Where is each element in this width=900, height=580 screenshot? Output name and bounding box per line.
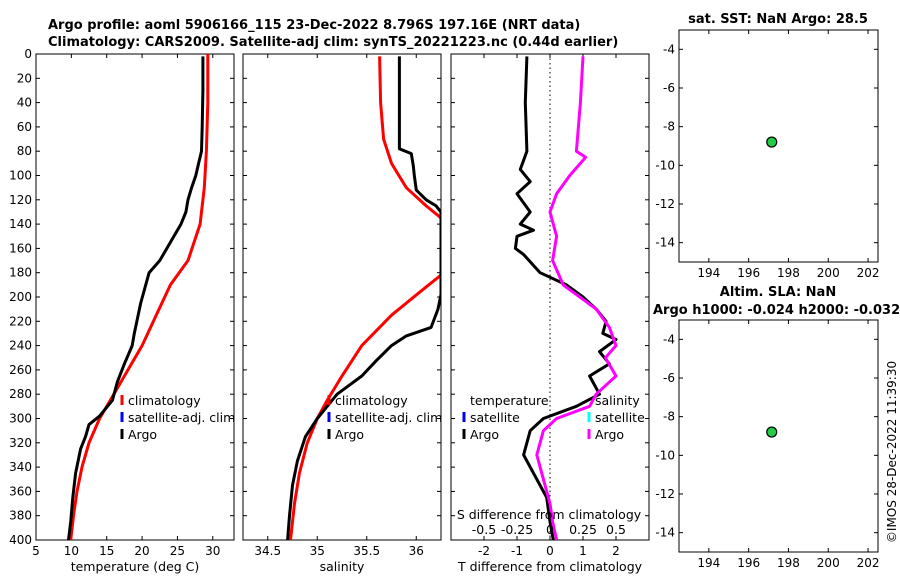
temperature-axes-box <box>35 53 235 541</box>
temperature-xlabel: temperature (deg C) <box>71 559 200 574</box>
sla_map-xtick-label: 202 <box>857 556 880 570</box>
salinity-xtick-label: 36 <box>409 544 424 558</box>
difference-xtick-label: 0 <box>546 544 554 558</box>
sst_map-xtick-label: 202 <box>857 266 880 280</box>
depth-tick-label: 100 <box>9 169 32 183</box>
salinity-series-argo <box>286 56 441 540</box>
depth-tick-label: 0 <box>24 47 32 61</box>
difference-series-salinity-argo <box>535 56 618 540</box>
depth-tick-label: 260 <box>9 363 32 377</box>
sst_map-axes-box <box>678 29 879 263</box>
sla_map-subtitle: Argo h1000: -0.024 h2000: -0.032 <box>653 303 900 318</box>
sla_map-ytick-label: -10 <box>655 448 675 462</box>
sla_map-ytick-label: -12 <box>655 487 675 501</box>
sla_map-xtick-label: 196 <box>737 556 760 570</box>
sla_map-argo-location-marker <box>766 426 778 438</box>
salinity-xlabel: salinity <box>320 559 365 574</box>
sst_map-ytick-label: -8 <box>663 120 675 134</box>
depth-tick-label: 380 <box>9 509 32 523</box>
temperature-xtick-label: 10 <box>64 544 79 558</box>
sla_map-xtick-label: 200 <box>817 556 840 570</box>
difference-xtick-label: -1 <box>511 544 523 558</box>
imos-watermark: ©IMOS 28-Dec-2022 11:39:30 <box>885 361 899 543</box>
temperature-xtick-label: 20 <box>134 544 149 558</box>
figure-title-line2: Climatology: CARS2009. Satellite-adj cli… <box>48 35 618 50</box>
sst_map-xtick-label: 194 <box>697 266 720 280</box>
difference-xtick-label: -2 <box>478 544 490 558</box>
depth-tick-label: 220 <box>9 314 32 328</box>
sst_map-ytick-label: -10 <box>655 158 675 172</box>
difference-legend-salinity-label: Argo <box>595 427 624 442</box>
salinity-legend-label: Argo <box>335 427 364 442</box>
depth-tick-label: 120 <box>9 193 32 207</box>
sst_map-ytick-label: -6 <box>663 81 675 95</box>
salinity-difference-tick-label: 0 <box>546 522 554 537</box>
depth-tick-label: 60 <box>17 120 32 134</box>
depth-tick-label: 200 <box>9 290 32 304</box>
depth-tick-label: 160 <box>9 241 32 255</box>
plot-layer: 0204060801001201401601802002202402602803… <box>9 12 900 574</box>
salinity-xtick-label: 35 <box>310 544 325 558</box>
sst_map-title: sat. SST: NaN Argo: 28.5 <box>688 12 868 27</box>
sla_map-ytick-label: -4 <box>663 332 675 346</box>
salinity-series-climatology <box>289 56 441 540</box>
sla_map-axes-box <box>678 319 879 553</box>
sst_map-xtick-label: 196 <box>737 266 760 280</box>
depth-tick-label: 340 <box>9 460 32 474</box>
temperature-legend-label: satellite-adj. clim <box>128 410 235 425</box>
depth-tick-label: 300 <box>9 412 32 426</box>
salinity-difference-tick-label: -0.5 <box>472 522 496 537</box>
difference-xtick-label: 1 <box>579 544 587 558</box>
difference-xtick-label: 2 <box>612 544 620 558</box>
temperature-series-argo <box>67 56 205 540</box>
difference-legend-temperature-label: Argo <box>470 427 499 442</box>
sst_map-ytick-label: -4 <box>663 42 675 56</box>
difference-legend-temperature-title: temperature <box>470 393 549 408</box>
sst_map-xtick-label: 198 <box>777 266 800 280</box>
sla_map-xtick-label: 194 <box>697 556 720 570</box>
depth-tick-label: 360 <box>9 484 32 498</box>
sst_map-ytick-label: -14 <box>655 236 675 250</box>
temperature-xtick-label: 30 <box>205 544 220 558</box>
depth-tick-label: 320 <box>9 436 32 450</box>
temperature-xtick-label: 5 <box>32 544 40 558</box>
depth-tick-label: 140 <box>9 217 32 231</box>
salinity-difference-tick-label: 0.5 <box>606 522 626 537</box>
difference-xlabel: T difference from climatology <box>457 559 643 574</box>
salinity-legend-label: climatology <box>335 393 408 408</box>
depth-tick-label: 40 <box>17 96 32 110</box>
salinity-xtick-label: 34.5 <box>254 544 281 558</box>
temperature-xtick-label: 25 <box>170 544 185 558</box>
depth-tick-label: 400 <box>9 533 32 547</box>
depth-tick-label: 240 <box>9 339 32 353</box>
salinity-xtick-label: 35.5 <box>353 544 380 558</box>
depth-tick-label: 20 <box>17 71 32 85</box>
difference-legend-temperature-label: satellite <box>470 410 520 425</box>
sla_map-title: Altim. SLA: NaN <box>720 285 836 300</box>
difference-legend-salinity-title: salinity <box>595 393 640 408</box>
salinity-difference-axis-label: S difference from climatology <box>457 507 642 522</box>
salinity-legend-label: satellite-adj. clim <box>335 410 442 425</box>
salinity-difference-tick-label: -0.25 <box>501 522 533 537</box>
temperature-legend-label: Argo <box>128 427 157 442</box>
difference-legend-salinity-label: satellite <box>595 410 645 425</box>
sla_map-ytick-label: -6 <box>663 371 675 385</box>
sst_map-argo-location-marker <box>766 136 778 148</box>
sla_map-ytick-label: -8 <box>663 410 675 424</box>
temperature-legend-label: climatology <box>128 393 201 408</box>
salinity-difference-tick-label: 0.25 <box>569 522 597 537</box>
temperature-series-climatology <box>69 54 210 540</box>
depth-tick-label: 80 <box>17 144 32 158</box>
sla_map-xtick-label: 198 <box>777 556 800 570</box>
sst_map-xtick-label: 200 <box>817 266 840 280</box>
depth-tick-label: 180 <box>9 266 32 280</box>
sst_map-ytick-label: -12 <box>655 197 675 211</box>
temperature-xtick-label: 15 <box>99 544 114 558</box>
salinity-axes-box <box>242 53 442 541</box>
depth-tick-label: 280 <box>9 387 32 401</box>
figure-title-line1: Argo profile: aoml 5906166_115 23-Dec-20… <box>48 18 580 33</box>
sla_map-ytick-label: -14 <box>655 526 675 540</box>
